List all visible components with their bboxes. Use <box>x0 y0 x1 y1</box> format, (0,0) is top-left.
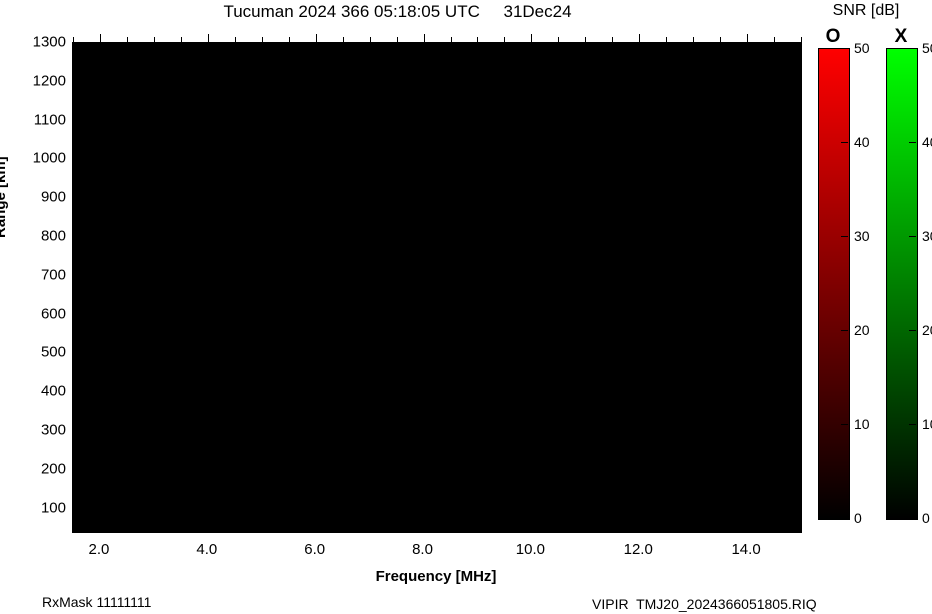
x-tick-minor <box>180 37 182 42</box>
x-tick-minor <box>666 37 668 42</box>
x-tick-label: 12.0 <box>623 541 653 558</box>
colorbar-o-tick-label: 0 <box>854 510 862 526</box>
colorbar-o-tick-label: 50 <box>854 40 870 56</box>
colorbar-x-tick <box>909 236 916 237</box>
corner-tick <box>792 54 801 55</box>
colorbar-o-header: O <box>825 26 841 47</box>
x-tick-minor <box>720 37 722 42</box>
x-tick-minor <box>234 37 236 42</box>
x-tick-minor <box>342 37 344 42</box>
x-tick-label: 10.0 <box>515 541 545 558</box>
x-tick-minor <box>288 37 290 42</box>
colorbar-x-tick <box>909 424 916 425</box>
x-tick-minor <box>126 37 128 42</box>
colorbar-x-tick-label: 30 <box>922 228 932 244</box>
colorbar-o-tick <box>841 424 848 425</box>
x-tick-major <box>207 34 209 42</box>
x-tick-minor <box>369 37 371 42</box>
x-tick-minor <box>450 37 452 42</box>
x-tick-label: 8.0 <box>412 541 433 558</box>
x-tick-minor <box>612 37 614 42</box>
y-tick-label: 1000 <box>32 149 66 167</box>
y-tick-label: 400 <box>40 382 66 400</box>
x-tick-minor <box>396 37 398 42</box>
corner-tick <box>792 51 801 52</box>
colorbar-x-tick-label: 0 <box>922 510 930 526</box>
x-tick-minor <box>801 37 802 42</box>
x-tick-major <box>639 34 641 42</box>
corner-tick <box>792 57 801 58</box>
corner-tick <box>792 45 801 46</box>
colorbar-x-tick-label: 20 <box>922 322 932 338</box>
colorbar-x-tick <box>909 142 916 143</box>
colorbar-o-tick <box>841 236 848 237</box>
colorbar-x-tick-label: 50 <box>922 40 932 56</box>
y-tick-label: 1300 <box>32 33 66 51</box>
y-axis-title: Range [km] <box>0 156 9 238</box>
colorbar-x-header: X <box>894 26 908 47</box>
ionogram-plot <box>72 34 802 533</box>
x-tick-minor <box>73 37 74 42</box>
colorbar-x-tick-label: 40 <box>922 134 932 150</box>
x-tick-minor <box>504 37 506 42</box>
colorbar-title: SNR [dB] <box>832 2 900 19</box>
ionogram-canvas <box>73 43 801 532</box>
x-tick-minor <box>774 37 775 42</box>
y-tick-label: 600 <box>40 305 66 323</box>
colorbar-x-gradient <box>886 48 918 520</box>
y-tick-label: 700 <box>40 266 66 284</box>
colorbar-o-tick <box>841 330 848 331</box>
x-tick-minor <box>477 37 479 42</box>
corner-tick <box>73 54 82 55</box>
x-axis-title: Frequency [MHz] <box>375 568 497 585</box>
x-tick-minor <box>693 37 695 42</box>
colorbar-o-gradient <box>818 48 850 520</box>
x-tick-major <box>315 34 317 42</box>
x-tick-major <box>747 34 749 42</box>
x-tick-label: 6.0 <box>304 541 326 558</box>
corner-tick <box>73 45 82 46</box>
colorbar-o-tick <box>841 142 848 143</box>
y-tick-label: 800 <box>40 227 66 245</box>
colorbar-o-tick-label: 10 <box>854 416 870 432</box>
corner-tick <box>73 48 82 49</box>
page-title: Tucuman 2024 366 05:18:05 UTC 31Dec24 <box>223 2 572 21</box>
corner-tick <box>73 57 82 58</box>
x-tick-label: 2.0 <box>88 541 110 558</box>
x-tick-label: 4.0 <box>196 541 218 558</box>
y-tick-label: 100 <box>40 499 66 517</box>
colorbar-o-tick-label: 40 <box>854 134 870 150</box>
x-tick-major <box>531 34 533 42</box>
vipir-file-label: VIPIR TMJ20_2024366051805.RIQ <box>592 596 817 612</box>
y-tick-label: 1200 <box>32 72 66 90</box>
colorbar-x-tick-label: 10 <box>922 416 932 432</box>
colorbar-o-tick-label: 30 <box>854 228 870 244</box>
x-tick-major <box>423 34 425 42</box>
y-tick-label: 200 <box>40 460 66 478</box>
x-tick-minor <box>153 37 155 42</box>
rxmask-label: RxMask 11111111 <box>42 594 152 610</box>
corner-tick <box>792 48 801 49</box>
colorbar-x-tick <box>909 330 916 331</box>
corner-tick <box>73 51 82 52</box>
x-tick-minor <box>585 37 587 42</box>
colorbar-o-tick-label: 20 <box>854 322 870 338</box>
x-tick-major <box>100 34 101 42</box>
y-tick-label: 300 <box>40 421 66 439</box>
y-tick-label: 900 <box>40 188 66 206</box>
x-tick-minor <box>558 37 560 42</box>
y-tick-label: 1100 <box>33 111 66 129</box>
x-tick-label: 14.0 <box>731 541 761 558</box>
x-tick-minor <box>261 37 263 42</box>
y-tick-label: 500 <box>40 343 66 361</box>
